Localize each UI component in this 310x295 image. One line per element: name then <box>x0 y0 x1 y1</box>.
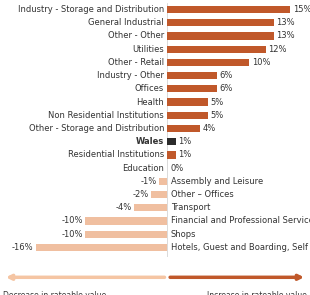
Text: -16%: -16% <box>12 243 33 252</box>
Text: Industry - Other: Industry - Other <box>97 71 164 80</box>
Bar <box>36 244 167 251</box>
Text: Non Residential Institutions: Non Residential Institutions <box>48 111 164 120</box>
Bar <box>167 6 290 13</box>
Text: Financial and Professional Services: Financial and Professional Services <box>170 217 310 225</box>
Text: Increase in rateable value: Increase in rateable value <box>207 291 307 295</box>
Bar <box>167 85 217 92</box>
Bar <box>159 178 167 185</box>
Text: Wales: Wales <box>136 137 164 146</box>
Text: Industry - Storage and Distribution: Industry - Storage and Distribution <box>18 5 164 14</box>
Text: 13%: 13% <box>277 32 295 40</box>
Bar <box>167 112 208 119</box>
Text: 6%: 6% <box>219 84 232 93</box>
Text: Other – Offices: Other – Offices <box>170 190 233 199</box>
Bar <box>135 204 167 212</box>
Text: Utilities: Utilities <box>132 45 164 54</box>
Text: Health: Health <box>136 98 164 106</box>
Bar <box>167 138 175 145</box>
Text: 1%: 1% <box>178 150 191 159</box>
Text: Assembly and Leisure: Assembly and Leisure <box>170 177 263 186</box>
Text: Other - Other: Other - Other <box>108 32 164 40</box>
Text: Residential Institutions: Residential Institutions <box>68 150 164 159</box>
Text: Education: Education <box>122 164 164 173</box>
Bar <box>167 151 175 158</box>
Text: 15%: 15% <box>293 5 310 14</box>
Text: 1%: 1% <box>178 137 191 146</box>
Text: -2%: -2% <box>132 190 148 199</box>
Bar <box>85 217 167 224</box>
Text: Shops: Shops <box>170 230 196 239</box>
Text: 5%: 5% <box>211 111 224 120</box>
Text: 10%: 10% <box>252 58 270 67</box>
Bar <box>167 45 266 53</box>
Bar <box>167 59 250 66</box>
Text: Decrease in rateable value: Decrease in rateable value <box>3 291 106 295</box>
Bar <box>167 125 200 132</box>
Text: 5%: 5% <box>211 98 224 106</box>
Text: General Industrial: General Industrial <box>88 18 164 27</box>
Text: -1%: -1% <box>140 177 157 186</box>
Text: 13%: 13% <box>277 18 295 27</box>
Text: 12%: 12% <box>268 45 287 54</box>
Text: Transport: Transport <box>170 203 210 212</box>
Bar <box>151 191 167 198</box>
Bar <box>167 72 217 79</box>
Text: -10%: -10% <box>61 230 83 239</box>
Bar <box>167 32 274 40</box>
Text: -10%: -10% <box>61 217 83 225</box>
Text: Other - Storage and Distribution: Other - Storage and Distribution <box>29 124 164 133</box>
Text: 6%: 6% <box>219 71 232 80</box>
Bar <box>167 99 208 106</box>
Text: Other - Retail: Other - Retail <box>108 58 164 67</box>
Text: 4%: 4% <box>203 124 216 133</box>
Bar <box>85 231 167 238</box>
Text: Offices: Offices <box>135 84 164 93</box>
Text: 0%: 0% <box>170 164 184 173</box>
Text: Hotels, Guest and Boarding, Self Catering: Hotels, Guest and Boarding, Self Caterin… <box>170 243 310 252</box>
Text: -4%: -4% <box>116 203 132 212</box>
Bar <box>167 19 274 27</box>
